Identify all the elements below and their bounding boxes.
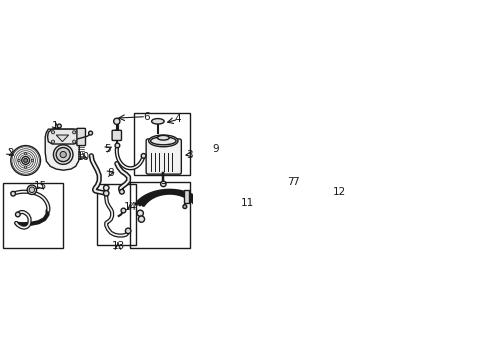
Circle shape xyxy=(103,185,109,190)
Circle shape xyxy=(138,216,144,222)
Circle shape xyxy=(115,143,120,148)
Circle shape xyxy=(27,185,37,194)
Polygon shape xyxy=(47,129,80,144)
FancyBboxPatch shape xyxy=(112,130,121,140)
Circle shape xyxy=(51,140,55,143)
Circle shape xyxy=(121,208,125,213)
Bar xyxy=(97,184,136,244)
Text: 1: 1 xyxy=(52,121,59,131)
Circle shape xyxy=(137,210,143,216)
Bar xyxy=(183,190,189,203)
Circle shape xyxy=(56,148,70,162)
Circle shape xyxy=(125,228,131,234)
Circle shape xyxy=(24,153,27,155)
Circle shape xyxy=(29,187,35,193)
Circle shape xyxy=(51,131,55,134)
Bar xyxy=(130,183,189,248)
Text: 7: 7 xyxy=(286,177,293,187)
Text: 12: 12 xyxy=(332,187,346,197)
Circle shape xyxy=(72,140,76,143)
FancyBboxPatch shape xyxy=(77,129,85,145)
Text: 7: 7 xyxy=(292,177,298,187)
Text: 3: 3 xyxy=(185,149,192,159)
Polygon shape xyxy=(114,130,120,136)
Circle shape xyxy=(103,190,109,196)
Bar xyxy=(134,113,189,175)
Circle shape xyxy=(11,192,16,196)
Circle shape xyxy=(60,152,66,158)
Ellipse shape xyxy=(148,135,178,147)
Circle shape xyxy=(88,131,92,135)
Ellipse shape xyxy=(53,145,73,165)
Text: 13: 13 xyxy=(111,241,124,251)
Text: 11: 11 xyxy=(241,198,254,208)
Ellipse shape xyxy=(157,135,169,140)
Circle shape xyxy=(113,118,120,125)
Text: 15: 15 xyxy=(34,181,47,191)
Text: 9: 9 xyxy=(212,144,219,154)
Circle shape xyxy=(72,131,76,134)
Polygon shape xyxy=(56,135,68,142)
Polygon shape xyxy=(45,129,80,170)
Text: 4: 4 xyxy=(175,114,181,124)
Circle shape xyxy=(21,157,29,165)
Text: 5: 5 xyxy=(104,144,111,154)
Ellipse shape xyxy=(151,118,164,124)
Circle shape xyxy=(31,159,33,162)
Circle shape xyxy=(119,189,124,194)
Text: 6: 6 xyxy=(142,112,149,122)
Circle shape xyxy=(141,153,145,158)
Bar xyxy=(3,183,62,248)
Circle shape xyxy=(18,159,20,162)
Text: 10: 10 xyxy=(77,152,90,162)
Circle shape xyxy=(16,212,20,217)
Circle shape xyxy=(57,124,61,128)
Circle shape xyxy=(23,158,27,162)
Circle shape xyxy=(183,204,186,208)
FancyBboxPatch shape xyxy=(146,139,181,174)
Circle shape xyxy=(160,181,166,186)
Circle shape xyxy=(24,166,27,168)
Text: 14: 14 xyxy=(123,202,137,212)
Text: 8: 8 xyxy=(107,168,114,178)
Text: 2: 2 xyxy=(7,148,14,158)
